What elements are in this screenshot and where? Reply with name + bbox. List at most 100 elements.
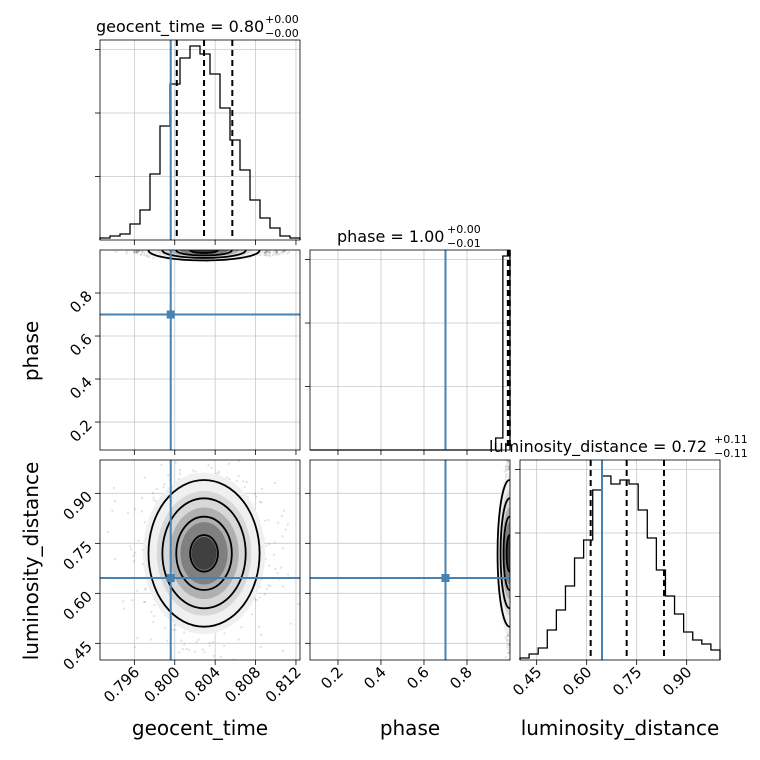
sample-point: [174, 461, 177, 464]
sample-point: [260, 501, 263, 504]
panel-border: [99, 459, 301, 661]
sample-point: [286, 523, 289, 526]
sample-point: [232, 430, 234, 432]
sample-point: [140, 510, 143, 513]
sample-point: [273, 541, 276, 544]
sample-point: [267, 254, 270, 257]
sample-point: [255, 598, 258, 602]
sample-point: [506, 468, 509, 471]
sample-point: [503, 470, 506, 473]
sample-point: [152, 620, 155, 623]
sample-point: [274, 567, 277, 570]
sample-point: [278, 253, 281, 256]
sample-point: [207, 463, 210, 467]
sample-point: [150, 442, 152, 444]
contour-line: [161, 497, 247, 610]
sample-point: [207, 439, 209, 441]
sample-point: [268, 251, 271, 254]
sample-point: [250, 613, 253, 616]
sample-point: [284, 250, 287, 253]
sample-point: [205, 447, 207, 449]
sample-point: [178, 472, 181, 475]
sample-point: [153, 603, 156, 607]
sample-point: [280, 514, 283, 517]
sample-point: [131, 599, 134, 602]
x-tick-label: 0.812: [262, 663, 305, 706]
sample-point: [237, 475, 240, 478]
y-tick-label: 0.8: [66, 287, 96, 317]
sample-point: [143, 600, 146, 604]
sample-point: [167, 473, 170, 477]
sample-point: [505, 460, 509, 462]
sample-point: [201, 648, 205, 651]
sample-point: [506, 465, 509, 469]
density-layer: [81, 250, 291, 263]
sample-point: [275, 250, 278, 252]
sample-point: [268, 250, 271, 254]
sample-point: [136, 637, 139, 640]
sample-point: [281, 649, 285, 652]
sample-point: [137, 250, 141, 253]
x-tick-label: 0.2: [317, 663, 347, 693]
ylabel-luminosity-distance: luminosity_distance: [19, 462, 43, 661]
contour-line: [161, 250, 247, 259]
sample-point: [507, 463, 510, 466]
sample-point: [128, 545, 132, 548]
sample-point: [245, 480, 249, 484]
title-phase-minus: −0.01: [447, 237, 481, 250]
sample-point: [81, 253, 83, 255]
sample-point: [280, 251, 283, 254]
sample-point: [297, 602, 300, 606]
panel-border: [99, 39, 301, 241]
sample-point: [135, 252, 138, 255]
sample-point: [264, 251, 267, 255]
contour-line: [189, 534, 219, 573]
sample-point: [195, 640, 198, 643]
sample-point: [507, 643, 510, 646]
sample-point: [145, 254, 148, 257]
sample-point: [178, 651, 181, 654]
sample-point: [255, 495, 258, 498]
sample-point: [163, 483, 166, 486]
sample-point: [129, 548, 133, 551]
sample-point: [276, 251, 279, 254]
sample-point: [261, 679, 263, 681]
sample-point: [507, 467, 510, 471]
sample-point: [506, 646, 509, 649]
sample-point: [178, 468, 181, 472]
y-tick-label: 0.90: [59, 487, 95, 523]
sample-point: [152, 496, 155, 499]
sample-point: [253, 492, 257, 496]
sample-point: [226, 476, 229, 479]
sample-point: [507, 651, 510, 655]
sample-point: [135, 250, 138, 254]
sample-point: [267, 250, 270, 252]
x-tick-label: 0.800: [140, 663, 183, 706]
sample-point: [508, 643, 510, 647]
sample-point: [150, 638, 153, 641]
sample-point: [137, 539, 140, 542]
sample-point: [112, 486, 116, 490]
sample-point: [114, 499, 117, 503]
sample-point: [138, 250, 141, 252]
sample-point: [194, 650, 197, 653]
sample-point: [507, 634, 510, 638]
sample-point: [144, 587, 147, 590]
sample-point: [263, 253, 266, 256]
sample-point: [114, 557, 117, 561]
sample-point: [140, 252, 143, 256]
sample-point: [235, 479, 239, 483]
y-tick-label: 0.6: [66, 330, 96, 360]
sample-point: [237, 431, 239, 433]
y-tick-label: 0.75: [59, 537, 95, 573]
sample-point: [143, 476, 146, 479]
sample-point: [237, 638, 241, 641]
sample-point: [506, 634, 509, 638]
sample-point: [318, 488, 320, 490]
sample-point: [143, 254, 146, 257]
sample-point: [258, 500, 262, 504]
sample-point: [321, 508, 323, 510]
sample-point: [264, 253, 267, 257]
contour-line: [189, 250, 219, 254]
